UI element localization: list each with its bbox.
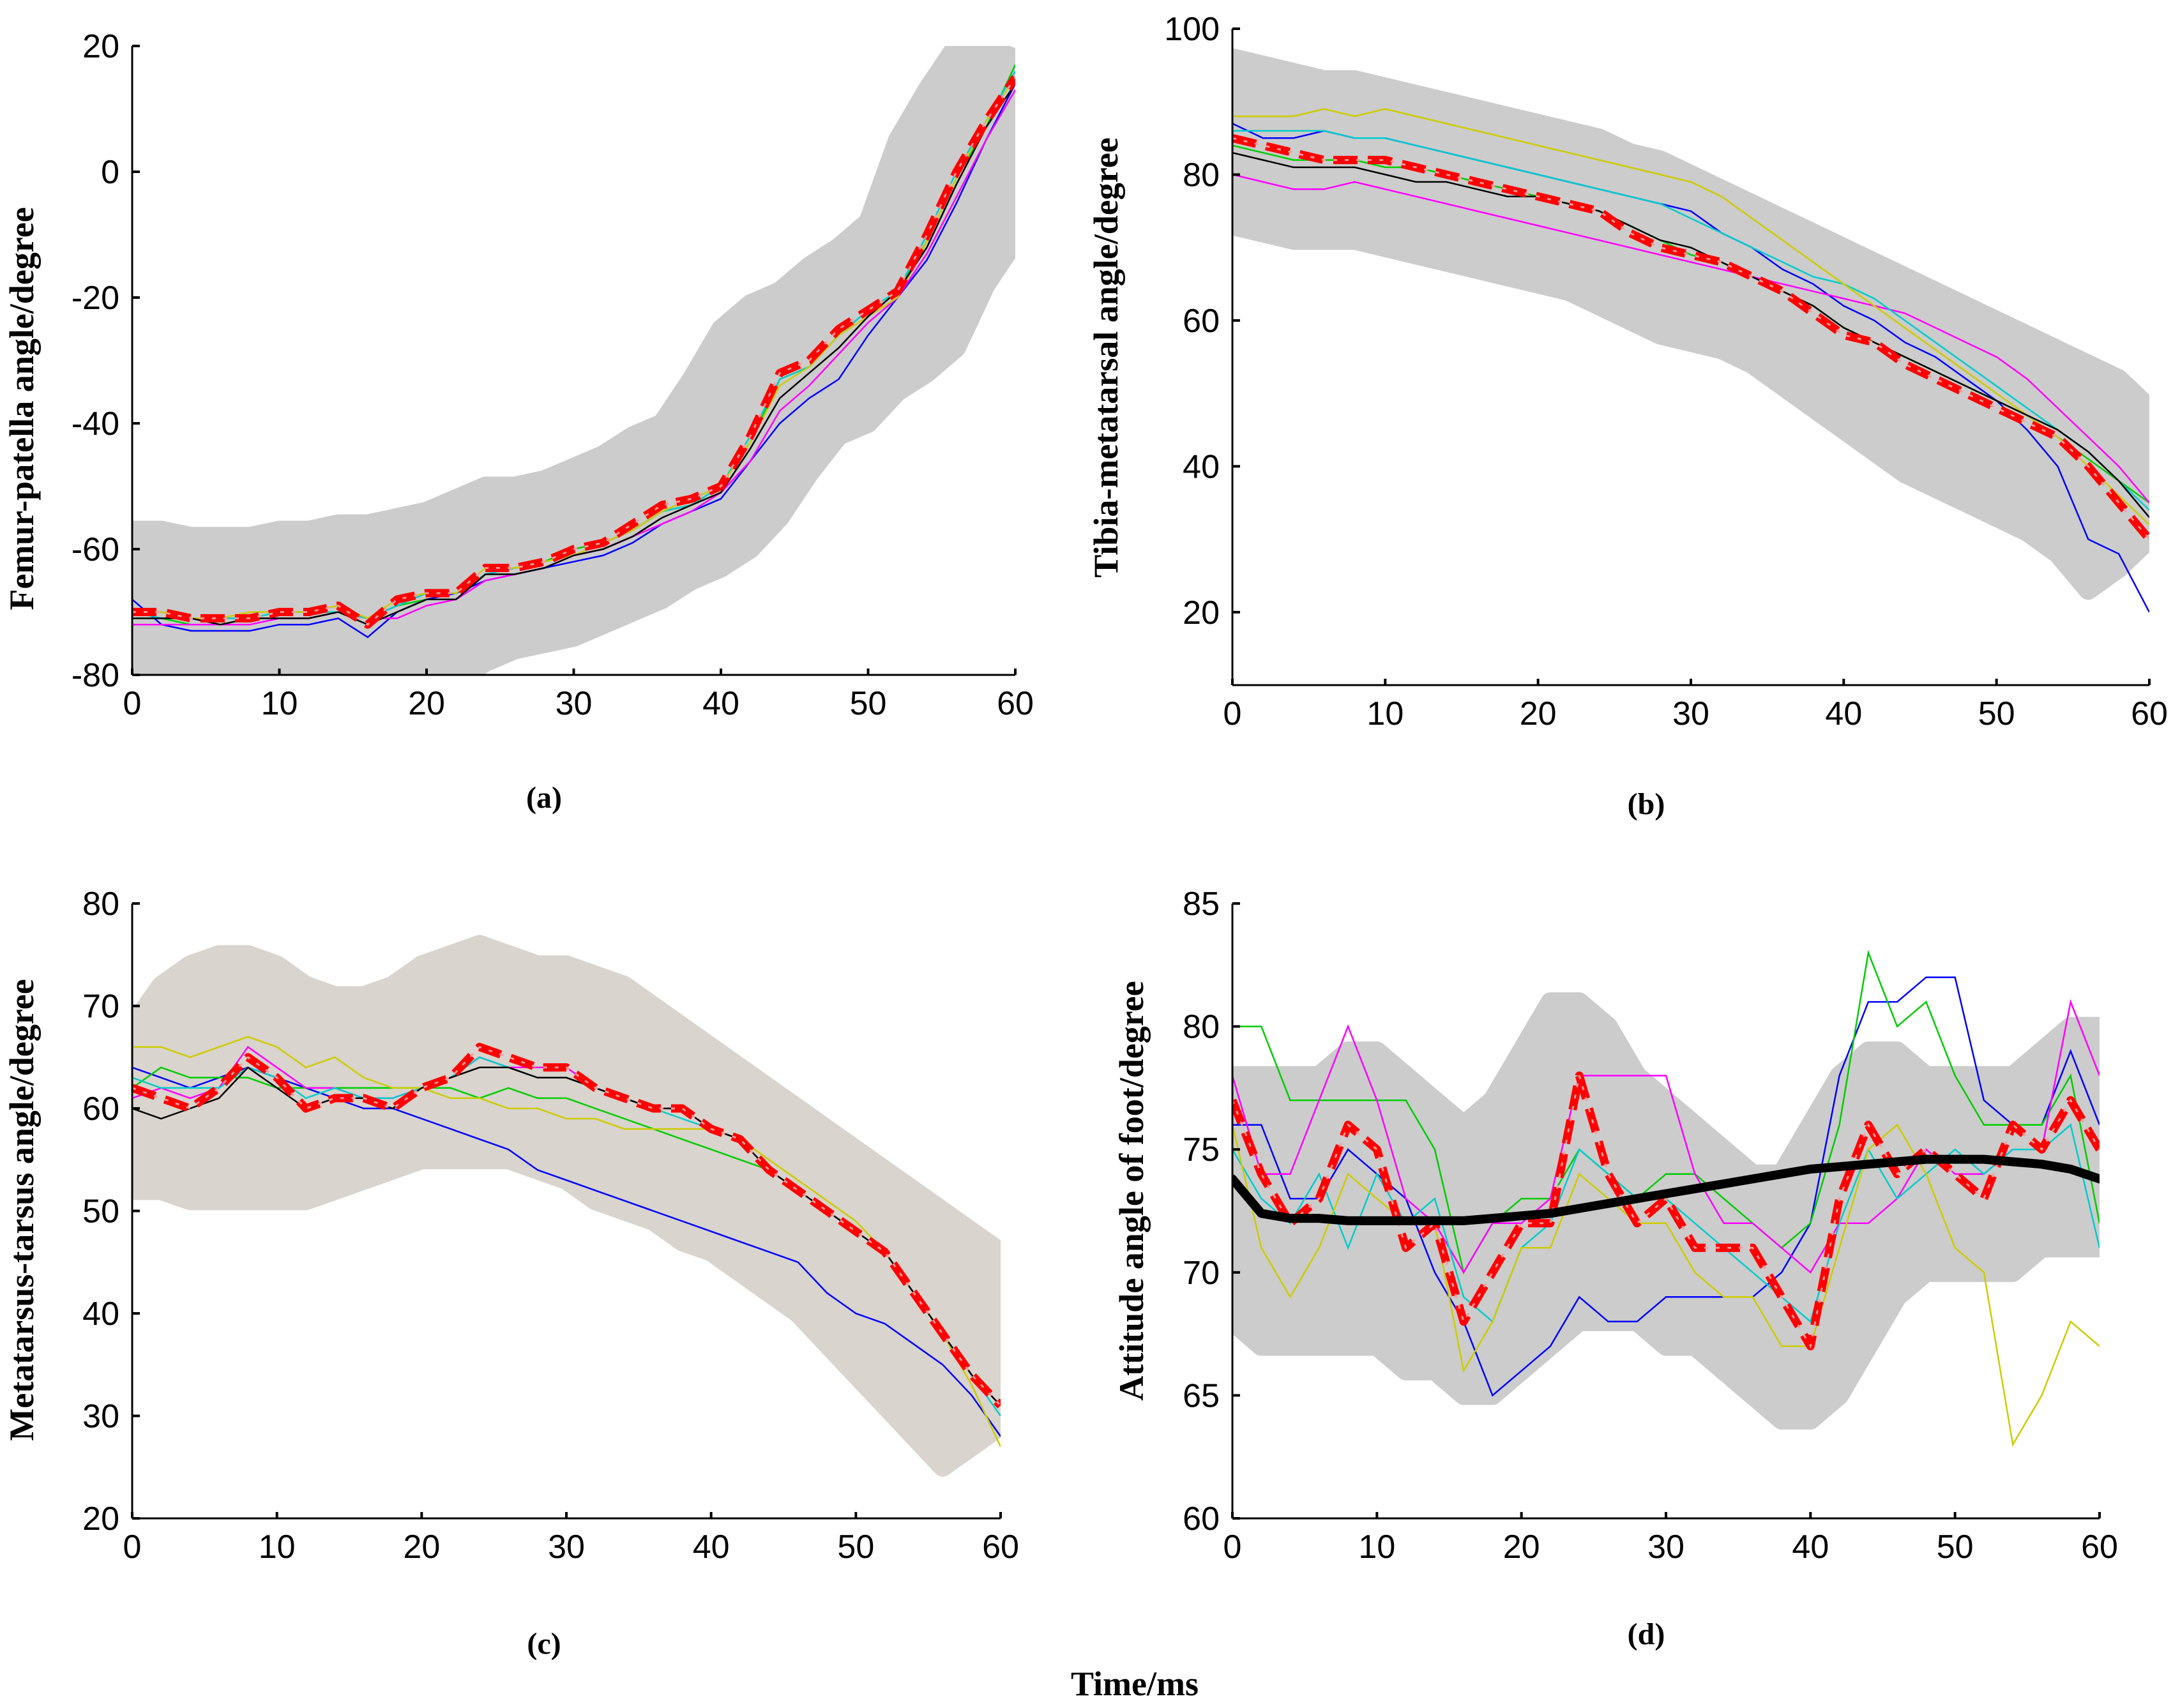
y-tick-label-d: 70 [1183, 1255, 1220, 1292]
y-tick-label-a: -20 [72, 280, 119, 317]
x-tick-label-d: 10 [1358, 1529, 1395, 1566]
y-axis-label-c: Metatarsus-tarsus angle/degree [3, 979, 41, 1440]
series-d-trial-5 [1232, 1123, 2100, 1447]
y-axis-label-d: Attitude angle of foot/degree [1112, 981, 1151, 1400]
x-tick-label-d: 30 [1647, 1529, 1684, 1566]
x-tick-label-a: 10 [261, 685, 298, 722]
x-tick-label-a: 40 [702, 685, 739, 722]
x-tick-label-b: 10 [1366, 695, 1404, 732]
x-tick-label-a: 20 [408, 685, 445, 722]
x-tick-label-a: 0 [123, 685, 142, 722]
x-tick-label-d: 50 [1937, 1529, 1974, 1566]
x-tick-label-d: 60 [2081, 1529, 2118, 1566]
caption-c: (c) [527, 1627, 561, 1661]
series-c-trial-5 [132, 1036, 1001, 1447]
series-d-trial-3 [1232, 999, 2100, 1274]
y-tick-label-d: 65 [1183, 1377, 1220, 1414]
chart-panel-a: 0 10 20 30 40 50 60 -80 -60 -40 -20 0 20 Femur-patel… [3, 28, 1034, 815]
x-tick-label-d: 40 [1792, 1529, 1829, 1566]
chart-panel-c: 0 10 20 30 40 50 60 20 30 40 50 60 70 80 Metatarsus-t… [3, 886, 1019, 1661]
y-tick-label-a: 0 [101, 154, 119, 191]
y-axis-label-b: Tibia-metatarsal angle/degree [1087, 137, 1125, 577]
y-tick-label-c: 80 [82, 886, 119, 923]
series-a-trial-6 [132, 83, 1015, 626]
series-b-mean [1232, 133, 2149, 542]
caption-a: (a) [526, 781, 562, 815]
chart-panel-d: 0 10 20 30 40 50 60 60 65 70 75 80 85 Attitude angle… [1112, 886, 2118, 1651]
series-b-trial-5 [1232, 108, 2149, 525]
x-tick-label-a: 60 [997, 685, 1034, 722]
y-tick-label-b: 40 [1183, 448, 1220, 485]
x-tick-label-d: 0 [1223, 1529, 1242, 1566]
band-b [1232, 48, 2149, 600]
y-tick-label-c: 60 [82, 1091, 119, 1128]
x-tick-label-c: 0 [123, 1529, 142, 1566]
trend-d [1232, 1154, 2100, 1225]
y-tick-label-b: 60 [1183, 303, 1220, 340]
x-tick-label-c: 40 [693, 1529, 730, 1566]
series-b-trial-6 [1232, 151, 2149, 518]
y-tick-label-a: -80 [72, 657, 119, 694]
band-c [132, 935, 1001, 1477]
y-tick-label-b: 20 [1183, 594, 1220, 631]
series-d-mean [1232, 1071, 2100, 1350]
series-a-trial-1 [132, 83, 1015, 639]
x-tick-label-c: 50 [837, 1529, 874, 1566]
y-tick-label-c: 40 [82, 1296, 119, 1333]
x-tick-label-c: 60 [982, 1529, 1019, 1566]
x-tick-label-b: 60 [2131, 695, 2168, 732]
band-a [132, 46, 1015, 675]
x-tick-label-b: 20 [1520, 695, 1557, 732]
caption-b: (b) [1628, 787, 1665, 821]
x-tick-label-a: 50 [850, 685, 887, 722]
series-d-mean-highlight [1232, 1075, 2100, 1349]
caption-d: (d) [1628, 1617, 1665, 1651]
chart-panel-b: 0 10 20 30 40 50 60 20 40 60 80 100 Tibia-metatarsa… [1087, 11, 2168, 821]
y-tick-label-b: 100 [1164, 11, 1220, 48]
y-tick-label-a: -60 [72, 531, 119, 568]
series-a-mean-highlight [132, 77, 1015, 626]
y-tick-label-c: 70 [82, 988, 119, 1025]
y-tick-label-c: 30 [82, 1398, 119, 1435]
x-tick-label-c: 30 [548, 1529, 585, 1566]
series-b-trial-3 [1232, 174, 2149, 504]
x-tick-label-c: 10 [259, 1529, 296, 1566]
y-tick-label-d: 75 [1183, 1131, 1220, 1168]
y-tick-label-d: 60 [1183, 1500, 1220, 1538]
x-tick-label-c: 20 [403, 1529, 440, 1566]
x-tick-label-b: 40 [1825, 695, 1862, 732]
x-tick-label-b: 50 [1978, 695, 2015, 732]
y-axis-label-a: Femur-patella angle/degree [3, 207, 41, 610]
y-tick-label-a: -40 [72, 405, 119, 442]
y-tick-label-c: 20 [82, 1500, 119, 1538]
y-tick-label-c: 50 [82, 1193, 119, 1230]
y-tick-label-d: 85 [1183, 886, 1220, 923]
x-tick-label-b: 0 [1223, 695, 1242, 732]
x-tick-label-d: 20 [1503, 1529, 1540, 1566]
y-tick-label-d: 80 [1183, 1009, 1220, 1046]
x-tick-label-b: 30 [1672, 695, 1709, 732]
y-tick-label-b: 80 [1183, 156, 1220, 193]
y-tick-label-a: 20 [82, 28, 119, 65]
shared-x-axis-label: Time/ms [1071, 1665, 1199, 1703]
series-b-trial-4 [1232, 130, 2149, 511]
x-tick-label-a: 30 [556, 685, 593, 722]
series-c-mean-highlight [132, 1045, 1001, 1407]
